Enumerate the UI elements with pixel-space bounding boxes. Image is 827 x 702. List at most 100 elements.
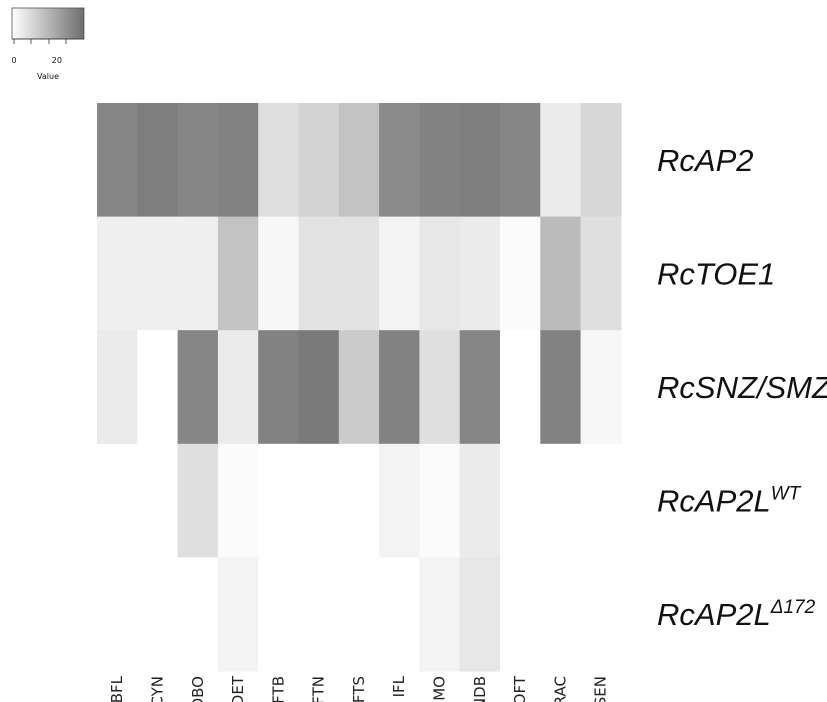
row-label-text: RcTOE1 [657,256,775,291]
heatmap-cell [258,103,300,218]
heatmap-cell [258,330,300,445]
heatmap-cell [258,443,300,558]
heatmap-cell [258,216,300,331]
heatmap-cell [97,557,138,672]
row-label: RcAP2LΔ172 [657,597,816,632]
row-label: RcTOE1 [657,256,775,291]
row-label-superscript: Δ172 [770,597,816,618]
heatmap-cell [97,103,138,218]
heatmap-cell [217,330,259,445]
heatmap-cell [338,330,380,445]
heatmap-cell [217,103,259,218]
column-label: OFT [511,675,529,702]
heatmap-cell [419,330,461,445]
heatmap-cell [459,443,501,558]
row-label-text: RcSNZ/SMZ [657,370,827,405]
heatmap-cell [459,216,501,331]
heatmap-cell [379,557,420,672]
column-label: RAC [551,676,569,702]
heatmap-cells [97,103,622,672]
heatmap-cell [298,330,340,445]
row-label-superscript: WT [771,484,802,505]
color-key: 0 20 Value [11,7,85,81]
heatmap-cell [217,216,259,331]
heatmap-cell [540,103,582,218]
heatmap-cell [137,330,179,445]
heatmap-cell [419,557,461,672]
heatmap-cell [177,557,219,672]
heatmap-cell [298,443,340,558]
column-label: DET [229,675,247,702]
color-key-ticks: 0 20 [11,39,67,65]
column-label: IFL [390,675,408,697]
heatmap-cell [540,330,582,445]
heatmap-cell [217,557,259,672]
heatmap-cell [177,216,219,331]
heatmap-cell [298,216,340,331]
heatmap-cell [540,216,582,331]
heatmap-cell [540,557,582,672]
row-label: RcSNZ/SMZ [657,370,827,405]
heatmap-cell [379,443,420,558]
row-label-text: RcAP2 [657,143,753,178]
heatmap-cell [459,330,501,445]
column-label: FTS [350,676,368,702]
column-label: SEN [592,676,610,702]
heatmap-cell [298,557,340,672]
heatmap-cell [500,103,541,218]
heatmap-cell [580,103,622,218]
column-label: NDB [471,676,489,702]
heatmap-cell [338,557,380,672]
heatmap-cell [580,330,622,445]
heatmap-cell [137,216,179,331]
color-key-tick-label: 0 [11,56,16,65]
heatmap-cell [419,103,461,218]
heatmap-cell [177,443,219,558]
heatmap-cell [580,443,622,558]
heatmap-cell [217,443,259,558]
heatmap-cell [97,443,138,558]
column-label: CYN [149,676,167,702]
heatmap-cell [419,443,461,558]
column-label: FTN [310,676,328,702]
column-label: DBO [189,676,207,702]
column-label: BFL [108,675,126,702]
heatmap-cell [338,443,380,558]
heatmap-cell [540,443,582,558]
column-label: FTB [269,676,287,702]
heatmap-cell [379,103,420,218]
color-key-bar [11,7,85,40]
color-key-tick-label: 20 [52,56,62,65]
heatmap-cell [97,330,138,445]
column-labels: BFL CYN DBO DET FTB FTN FTS IFL IMO NDB OFT RAC SEN [108,675,610,702]
row-label-text: RcAP2L [657,597,771,632]
row-label-text: RcAP2L [657,484,771,519]
heatmap-cell [500,443,541,558]
heatmap-cell [580,216,622,331]
heatmap-cell [137,557,179,672]
row-label: RcAP2 [657,143,753,178]
heatmap-cell [379,330,420,445]
row-label: RcAP2LWT [657,484,802,519]
heatmap-cell [177,330,219,445]
heatmap-cell [580,557,622,672]
heatmap-cell [137,443,179,558]
heatmap-cell [379,216,420,331]
heatmap-cell [500,330,541,445]
column-label: IMO [431,676,449,702]
heatmap-cell [419,216,461,331]
heatmap-cell [459,103,501,218]
heatmap-cell [137,103,179,218]
heatmap-cell [258,557,300,672]
heatmap-cell [338,103,380,218]
heatmap-cell [459,557,501,672]
color-key-title: Value [37,72,59,81]
heatmap-cell [298,103,340,218]
heatmap-cell [177,103,219,218]
heatmap-cell [338,216,380,331]
heatmap-cell [500,216,541,331]
heatmap-cell [97,216,138,331]
heatmap-cell [500,557,541,672]
